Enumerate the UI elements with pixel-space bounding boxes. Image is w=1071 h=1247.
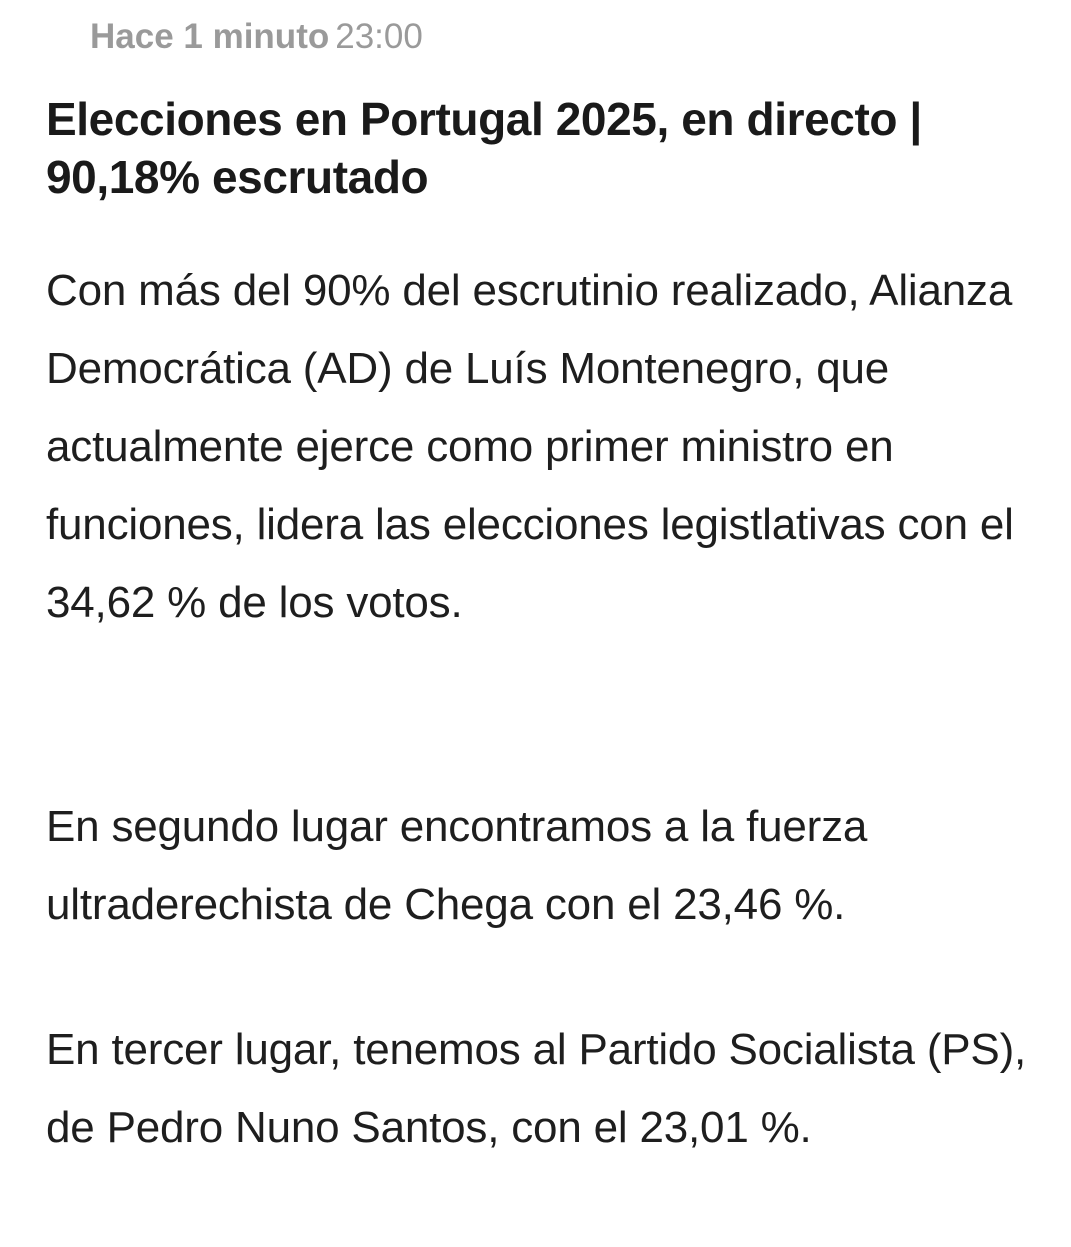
time-ago-label: Hace 1 minuto (90, 17, 330, 56)
entry-headline: Elecciones en Portugal 2025, en directo … (46, 93, 922, 203)
entry-paragraph-2: En segundo lugar encontramos a la fuerza… (46, 802, 868, 929)
entry-timestamp: Hace 1 minuto 23:00 (90, 16, 423, 58)
entry-paragraph-1: Con más del 90% del escrutinio realizado… (46, 266, 1014, 627)
entry-paragraph-3: En tercer lugar, tenemos al Partido Soci… (46, 1025, 1027, 1152)
time-label: 23:00 (335, 17, 423, 56)
